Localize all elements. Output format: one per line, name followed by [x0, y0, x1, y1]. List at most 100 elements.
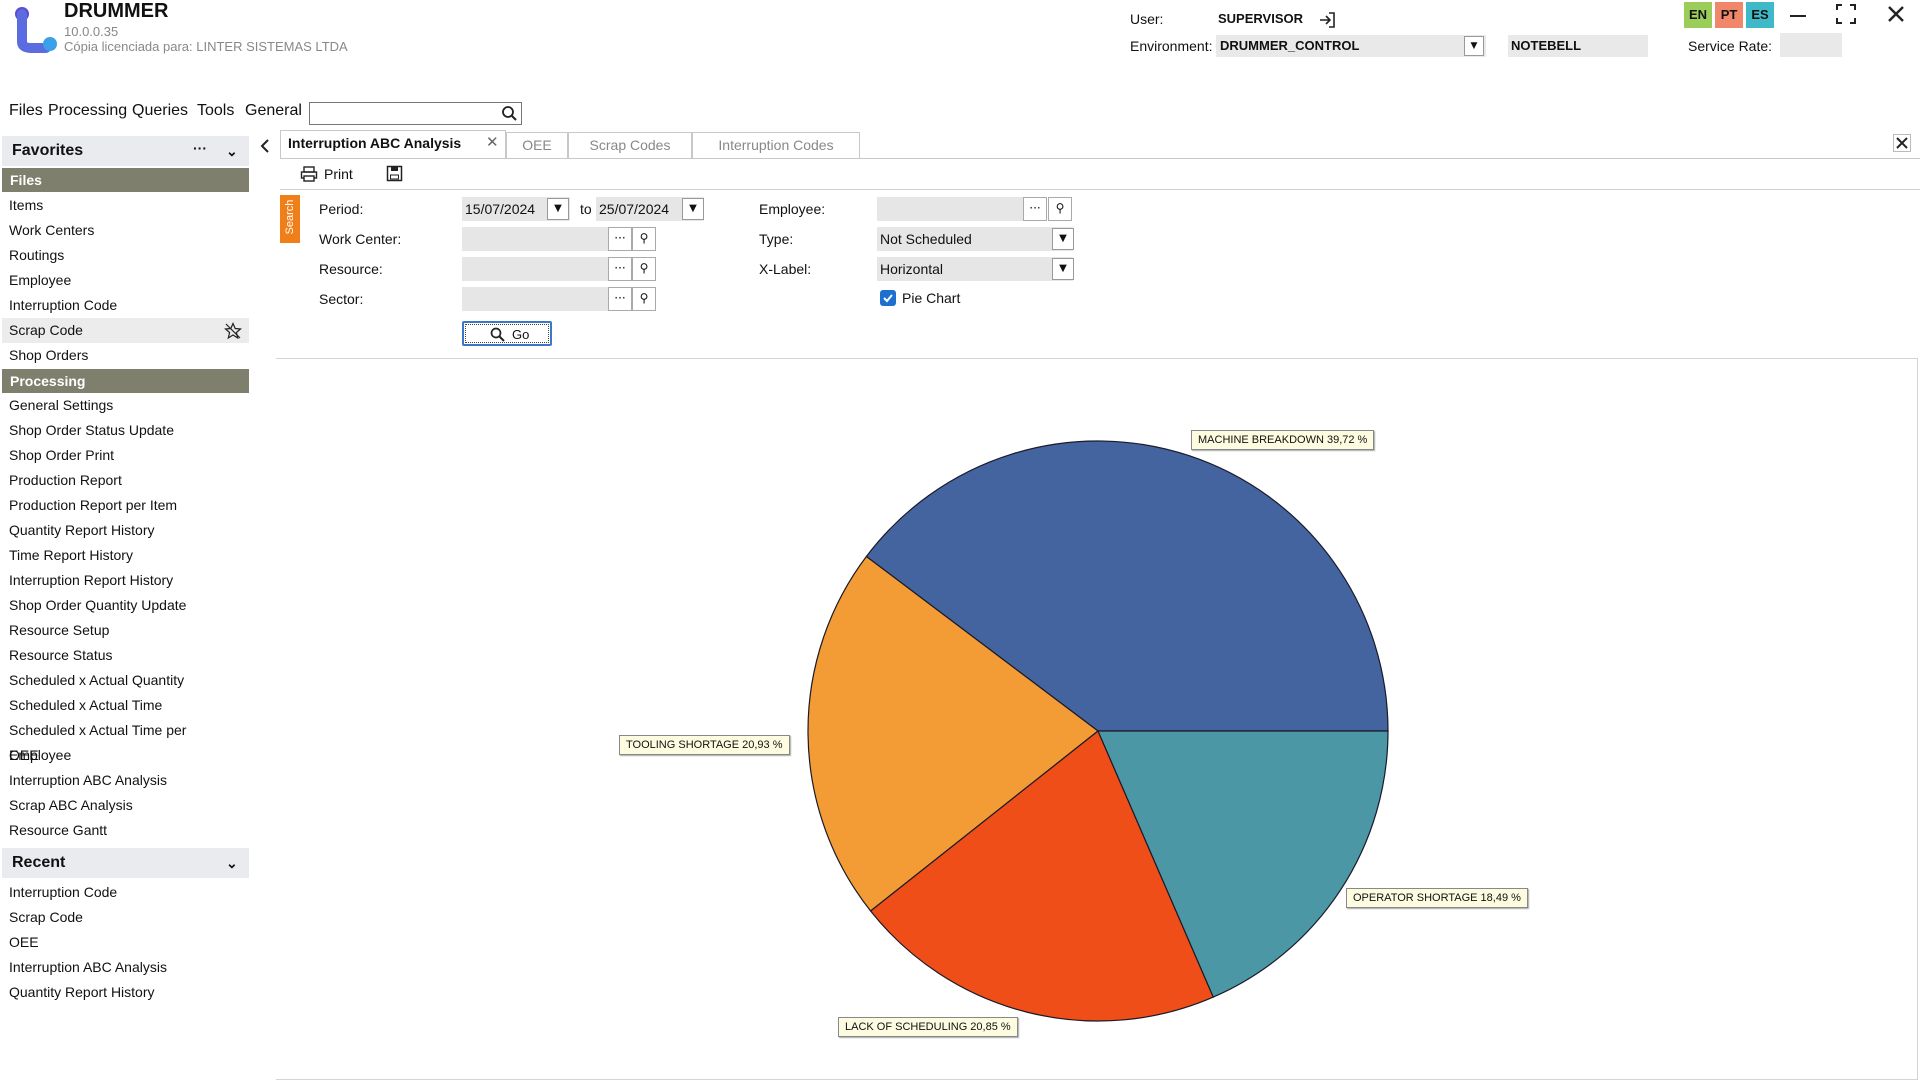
sidebar-item-general-settings[interactable]: General Settings	[9, 397, 114, 413]
recent-item-interruption-code[interactable]: Interruption Code	[9, 884, 118, 900]
sidebar-item-scheduled-x-actual-time-per-employee[interactable]: Scheduled x Actual Time per Employee	[9, 722, 187, 763]
toolbar-divider	[280, 189, 1920, 190]
pie-slice-machine-breakdown	[865, 440, 1389, 732]
pie-slice-tooling-shortage	[807, 555, 1099, 912]
sidebar-item-items[interactable]: Items	[9, 197, 44, 213]
sidebar-item-scheduled-x-actual-quantity[interactable]: Scheduled x Actual Quantity	[9, 672, 185, 688]
machine-field: NOTEBELL	[1508, 35, 1648, 57]
go-button[interactable]: Go	[462, 321, 552, 346]
close-tab-icon[interactable]: ✕	[486, 134, 499, 151]
employee-search-button[interactable]: ⚲	[1048, 197, 1072, 221]
sidebar-item-employee[interactable]: Employee	[9, 272, 72, 288]
close-panel-icon[interactable]	[1893, 134, 1911, 152]
tab-interruption-abc-analysis[interactable]: Interruption ABC Analysis ✕	[280, 130, 506, 158]
sidebar-item-quantity-report-history[interactable]: Quantity Report History	[9, 522, 155, 538]
sidebar-item-time-report-history[interactable]: Time Report History	[9, 547, 133, 563]
pie-label-machine-breakdown: MACHINE BREAKDOWN 39,72 %	[1191, 430, 1375, 450]
maximize-icon[interactable]	[1834, 2, 1858, 26]
period-label: Period:	[319, 201, 364, 217]
ellipsis-icon: ···	[614, 231, 626, 245]
search-side-tab[interactable]: Search	[280, 195, 300, 243]
sidebar-item-scrap-code[interactable]: Scrap Code	[2, 318, 249, 343]
chevron-down-icon: ▼	[554, 203, 562, 214]
period-to-dropdown[interactable]: ▼	[682, 198, 704, 220]
environment-label: Environment:	[1130, 38, 1213, 54]
sidebar-item-scrap-abc-analysis[interactable]: Scrap ABC Analysis	[9, 797, 133, 813]
chevron-down-icon[interactable]: ⌄	[226, 855, 238, 871]
language-pt-button[interactable]: PT	[1715, 2, 1743, 28]
menu-search-input[interactable]	[309, 102, 522, 125]
sidebar-item-resource-gantt[interactable]: Resource Gantt	[9, 822, 108, 838]
unpin-star-icon[interactable]	[224, 322, 242, 340]
work-center-input[interactable]	[462, 227, 610, 251]
menu-files[interactable]: Files	[9, 102, 43, 119]
environment-select[interactable]: DRUMMER_CONTROL ▼	[1216, 35, 1486, 57]
more-options-icon[interactable]: ···	[193, 140, 207, 156]
sidebar-item-work-centers[interactable]: Work Centers	[9, 222, 95, 238]
section-processing: Processing	[2, 369, 249, 393]
sidebar-item-shop-order-status-update[interactable]: Shop Order Status Update	[9, 422, 174, 438]
recent-item-scrap-code[interactable]: Scrap Code	[9, 909, 83, 925]
tab-oee[interactable]: OEE	[506, 132, 568, 158]
pie-chart-checkbox[interactable]	[880, 290, 896, 306]
tab-scrap-codes[interactable]: Scrap Codes	[568, 132, 692, 158]
work-center-search-button[interactable]: ⚲	[632, 227, 656, 251]
employee-input[interactable]	[877, 197, 1025, 221]
type-select[interactable]: Not Scheduled	[877, 227, 1073, 251]
sector-input[interactable]	[462, 287, 610, 311]
sidebar-item-oee[interactable]: OEE	[9, 747, 39, 763]
recent-item-interruption-abc-analysis[interactable]: Interruption ABC Analysis	[9, 959, 167, 975]
environment-value: DRUMMER_CONTROL	[1220, 38, 1360, 53]
menu-general[interactable]: General	[245, 102, 302, 119]
logout-icon[interactable]	[1318, 11, 1336, 29]
work-center-more-button[interactable]: ···	[608, 227, 632, 251]
employee-more-button[interactable]: ···	[1023, 197, 1047, 221]
resource-input[interactable]	[462, 257, 610, 281]
close-app-icon[interactable]	[1884, 2, 1908, 26]
save-icon[interactable]	[386, 165, 403, 182]
menu-tools[interactable]: Tools	[197, 102, 235, 119]
sidebar-item-interruption-code[interactable]: Interruption Code	[9, 297, 118, 313]
sidebar-item-scheduled-x-actual-time[interactable]: Scheduled x Actual Time	[9, 697, 163, 713]
chevron-left-icon[interactable]	[258, 138, 272, 154]
tab-interruption-codes[interactable]: Interruption Codes	[692, 132, 860, 158]
period-from-dropdown[interactable]: ▼	[547, 198, 569, 220]
employee-label: Employee:	[759, 201, 826, 217]
search-icon: ⚲	[639, 231, 649, 245]
search-icon[interactable]	[501, 105, 518, 122]
sidebar-item-resource-setup[interactable]: Resource Setup	[9, 622, 110, 638]
sector-more-button[interactable]: ···	[608, 287, 632, 311]
sidebar-item-interruption-abc-analysis[interactable]: Interruption ABC Analysis	[9, 772, 167, 788]
recent-item-oee[interactable]: OEE	[9, 934, 39, 950]
drummer-logo	[15, 7, 57, 53]
chevron-down-icon[interactable]: ▼	[1464, 36, 1484, 56]
pie-slice-operator-shortage	[1097, 730, 1389, 998]
sidebar-item-shop-order-print[interactable]: Shop Order Print	[9, 447, 115, 463]
sidebar-item-interruption-report-history[interactable]: Interruption Report History	[9, 572, 174, 588]
language-en-button[interactable]: EN	[1684, 2, 1712, 28]
type-dropdown[interactable]: ▼	[1052, 228, 1074, 250]
recent-item-quantity-report-history[interactable]: Quantity Report History	[9, 984, 155, 1000]
xlabel-select[interactable]: Horizontal	[877, 257, 1073, 281]
xlabel-dropdown[interactable]: ▼	[1052, 258, 1074, 280]
resource-more-button[interactable]: ···	[608, 257, 632, 281]
menu-processing[interactable]: Processing	[48, 102, 128, 119]
sidebar-item-routings[interactable]: Routings	[9, 247, 65, 263]
sidebar-item-production-report[interactable]: Production Report	[9, 472, 122, 488]
menu-queries[interactable]: Queries	[132, 102, 189, 119]
sidebar-item-shop-orders[interactable]: Shop Orders	[9, 347, 89, 363]
sidebar-item-resource-status[interactable]: Resource Status	[9, 647, 113, 663]
print-button[interactable]: Print	[300, 163, 353, 185]
chevron-down-icon[interactable]: ⌄	[226, 143, 238, 159]
sidebar-item-production-report-per-item[interactable]: Production Report per Item	[9, 497, 178, 513]
favorites-header[interactable]: Favorites ··· ⌄	[2, 136, 249, 166]
language-es-button[interactable]: ES	[1746, 2, 1774, 28]
sector-search-button[interactable]: ⚲	[632, 287, 656, 311]
minimize-icon[interactable]	[1786, 4, 1810, 28]
work-center-label: Work Center:	[319, 231, 402, 247]
favorites-title: Favorites	[12, 142, 84, 159]
resource-search-button[interactable]: ⚲	[632, 257, 656, 281]
app-license: Cópia licenciada para: LINTER SISTEMAS L…	[64, 39, 348, 54]
sidebar-item-shop-order-quantity-update[interactable]: Shop Order Quantity Update	[9, 597, 187, 613]
recent-header[interactable]: Recent ⌄	[2, 848, 249, 878]
